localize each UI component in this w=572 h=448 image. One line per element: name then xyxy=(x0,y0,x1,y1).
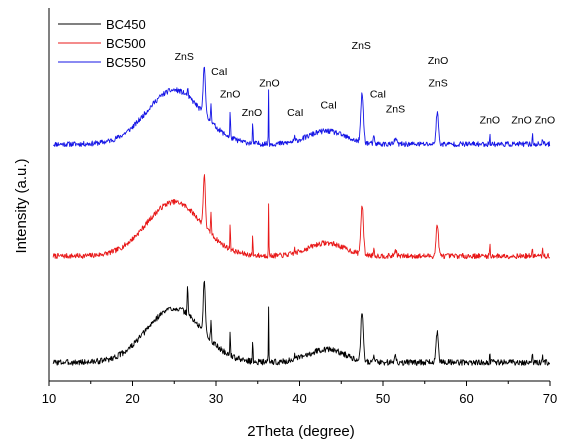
peak-label: ZnS xyxy=(175,51,194,63)
series-line-bc550 xyxy=(53,66,551,148)
peak-label: ZnO xyxy=(242,107,262,119)
x-axis-title: 2Theta (degree) xyxy=(247,423,355,440)
series-line-bc500 xyxy=(52,174,551,260)
peak-label: ZnO xyxy=(480,115,500,127)
legend-label-bc500: BC500 xyxy=(106,36,146,51)
legend: BC450 BC500 BC550 xyxy=(58,17,146,70)
peak-label: ZnS xyxy=(428,77,447,89)
legend-label-bc550: BC550 xyxy=(106,55,146,70)
peak-label: CaI xyxy=(211,66,227,78)
peak-label: ZnO xyxy=(220,89,240,101)
peak-label: ZnO xyxy=(535,115,555,127)
y-axis-title: Intensity (a.u.) xyxy=(13,158,30,253)
x-tick-label: 50 xyxy=(376,391,390,406)
peak-label: ZnO xyxy=(428,55,448,67)
peak-label: ZnO xyxy=(511,115,531,127)
x-tick-label: 60 xyxy=(459,391,473,406)
annotation-layer: ZnSZnSCaIZnOZnOZnOCaICaIZnSCaIZnSZnOZnSZ… xyxy=(175,40,556,127)
series-line-bc450 xyxy=(52,280,551,366)
x-tick-label: 70 xyxy=(543,391,557,406)
peak-label: ZnS xyxy=(352,40,371,52)
x-tick-label: 40 xyxy=(292,391,306,406)
x-tick-label: 10 xyxy=(42,391,56,406)
x-tick-label: 20 xyxy=(125,391,139,406)
peak-label: ZnO xyxy=(259,77,279,89)
peak-label: CaI xyxy=(321,100,337,112)
series-layer xyxy=(52,66,551,366)
axes-layer: 10 20 30 40 50 60 70 xyxy=(42,8,557,406)
peak-label: CaI xyxy=(370,89,386,101)
peak-label: ZnS xyxy=(386,103,405,115)
x-tick-label: 30 xyxy=(209,391,223,406)
peak-label: CaI xyxy=(287,107,303,119)
legend-label-bc450: BC450 xyxy=(106,17,146,32)
